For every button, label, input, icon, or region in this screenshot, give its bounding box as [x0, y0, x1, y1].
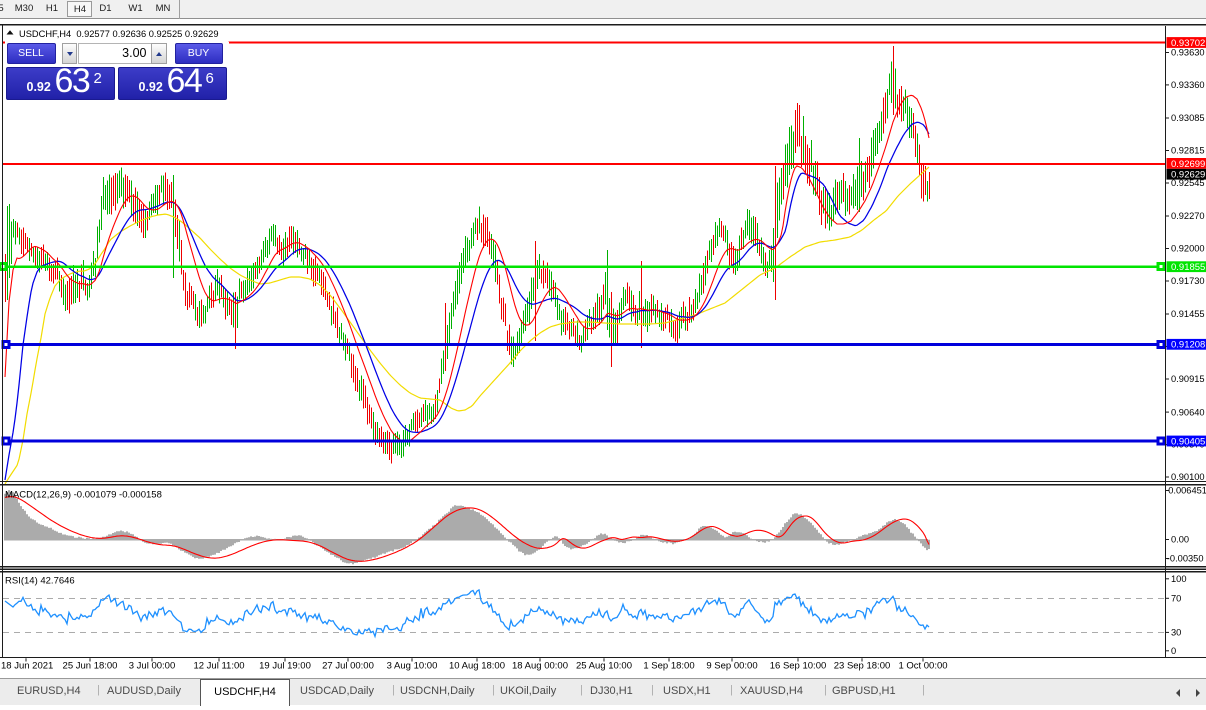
svg-text:25 Aug 10:00: 25 Aug 10:00: [576, 661, 632, 672]
svg-text:0.91208: 0.91208: [1171, 340, 1205, 351]
svg-text:0.92699: 0.92699: [1171, 159, 1205, 170]
svg-text:18 Aug 00:00: 18 Aug 00:00: [512, 661, 568, 672]
svg-text:0.92815: 0.92815: [1171, 146, 1205, 156]
svg-text:0.90405: 0.90405: [1171, 436, 1205, 447]
svg-text:1 Oct 00:00: 1 Oct 00:00: [898, 661, 947, 672]
svg-text:70: 70: [1171, 594, 1181, 604]
svg-text:0.92629: 0.92629: [1171, 170, 1205, 181]
svg-text:25 Jun 18:00: 25 Jun 18:00: [63, 661, 118, 672]
svg-text:0.91455: 0.91455: [1171, 309, 1205, 319]
svg-text:18 Jun 2021: 18 Jun 2021: [1, 661, 53, 672]
svg-text:0.006451: 0.006451: [1168, 486, 1206, 496]
svg-text:-0.00350: -0.00350: [1167, 554, 1204, 564]
svg-text:0.93360: 0.93360: [1171, 80, 1205, 90]
svg-text:0.90100: 0.90100: [1171, 472, 1205, 482]
svg-text:3 Aug 10:00: 3 Aug 10:00: [387, 661, 438, 672]
svg-text:19 Jul 19:00: 19 Jul 19:00: [259, 661, 311, 672]
svg-text:12 Jul 11:00: 12 Jul 11:00: [193, 661, 244, 672]
svg-text:3 Jul 00:00: 3 Jul 00:00: [129, 661, 175, 672]
svg-text:30: 30: [1171, 628, 1181, 638]
svg-text:0.93085: 0.93085: [1171, 113, 1205, 123]
svg-text:9 Sep 00:00: 9 Sep 00:00: [706, 661, 757, 672]
svg-text:0.92270: 0.92270: [1171, 211, 1205, 221]
svg-text:0.93702: 0.93702: [1171, 38, 1205, 49]
svg-text:USDCHF,H4 0.92577 0.92636 0.9: USDCHF,H4 0.92577 0.92636 0.92525 0.9262…: [19, 29, 219, 39]
svg-text:0.91855: 0.91855: [1171, 262, 1205, 273]
svg-text:27 Jul 00:00: 27 Jul 00:00: [322, 661, 374, 672]
svg-text:100: 100: [1171, 574, 1187, 584]
svg-text:RSI(14) 42.7646: RSI(14) 42.7646: [5, 576, 75, 587]
svg-text:MACD(12,26,9) -0.001079 -0.000: MACD(12,26,9) -0.001079 -0.000158: [5, 490, 162, 501]
svg-text:10 Aug 18:00: 10 Aug 18:00: [449, 661, 505, 672]
svg-text:0.90915: 0.90915: [1171, 374, 1205, 384]
svg-text:0.93630: 0.93630: [1171, 48, 1205, 58]
svg-text:16 Sep 10:00: 16 Sep 10:00: [770, 661, 827, 672]
svg-text:0.90640: 0.90640: [1171, 407, 1205, 417]
svg-text:0.00: 0.00: [1171, 535, 1189, 545]
svg-text:0: 0: [1171, 646, 1176, 656]
svg-text:23 Sep 18:00: 23 Sep 18:00: [834, 661, 891, 672]
svg-text:0.92000: 0.92000: [1171, 244, 1205, 254]
svg-text:1 Sep 18:00: 1 Sep 18:00: [643, 661, 694, 672]
svg-text:0.91730: 0.91730: [1171, 276, 1205, 286]
